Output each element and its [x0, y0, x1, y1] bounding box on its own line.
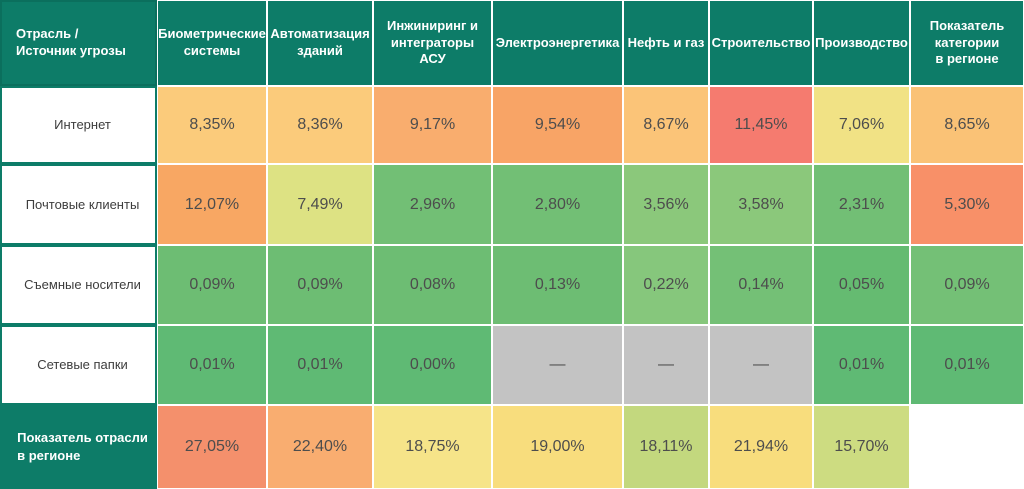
- summary-cell: 19,00%: [492, 405, 623, 489]
- column-header: Строительство: [709, 0, 813, 86]
- summary-cell: 27,05%: [157, 405, 267, 489]
- row-label: Сетевые папки: [0, 325, 157, 405]
- heat-cell: 0,01%: [813, 325, 910, 405]
- row-label: Интернет: [0, 86, 157, 164]
- heat-cell: 8,36%: [267, 86, 373, 164]
- heat-cell: 9,17%: [373, 86, 492, 164]
- column-header: Биометрические системы: [157, 0, 267, 86]
- heat-cell: 7,49%: [267, 164, 373, 245]
- column-header: Автоматизация зданий: [267, 0, 373, 86]
- heat-cell: 0,09%: [157, 245, 267, 325]
- heat-cell: 3,58%: [709, 164, 813, 245]
- summary-cell: 21,94%: [709, 405, 813, 489]
- heat-cell: 0,09%: [267, 245, 373, 325]
- heat-cell: 8,65%: [910, 86, 1024, 164]
- heat-cell: 7,06%: [813, 86, 910, 164]
- heat-cell: 11,45%: [709, 86, 813, 164]
- heat-cell: 5,30%: [910, 164, 1024, 245]
- column-header: Производство: [813, 0, 910, 86]
- heat-cell: 8,67%: [623, 86, 709, 164]
- heat-cell: 9,54%: [492, 86, 623, 164]
- heat-cell: 0,00%: [373, 325, 492, 405]
- heat-cell: 0,09%: [910, 245, 1024, 325]
- heat-cell: 2,31%: [813, 164, 910, 245]
- corner-header: Отрасль / Источник угрозы: [0, 0, 157, 86]
- summary-row-label: Показатель отрасли в регионе: [0, 405, 157, 489]
- summary-cell: 18,75%: [373, 405, 492, 489]
- heat-cell: 0,01%: [157, 325, 267, 405]
- heat-cell: 0,05%: [813, 245, 910, 325]
- row-label: Съемные носители: [0, 245, 157, 325]
- heat-cell-no-data: —: [709, 325, 813, 405]
- summary-cell-empty: [910, 405, 1024, 489]
- summary-cell: 22,40%: [267, 405, 373, 489]
- heat-cell: 0,01%: [267, 325, 373, 405]
- heat-cell: 2,80%: [492, 164, 623, 245]
- column-header: Показатель категории в регионе: [910, 0, 1024, 86]
- column-header: Инжиниринг и интеграторы АСУ: [373, 0, 492, 86]
- heat-cell: 3,56%: [623, 164, 709, 245]
- row-label: Почтовые клиенты: [0, 164, 157, 245]
- heat-cell: 0,14%: [709, 245, 813, 325]
- heat-cell: 0,22%: [623, 245, 709, 325]
- heat-cell-no-data: —: [623, 325, 709, 405]
- heat-cell: 8,35%: [157, 86, 267, 164]
- column-header: Электроэнергетика: [492, 0, 623, 86]
- summary-cell: 18,11%: [623, 405, 709, 489]
- heat-cell: 12,07%: [157, 164, 267, 245]
- summary-cell: 15,70%: [813, 405, 910, 489]
- heat-cell: 0,01%: [910, 325, 1024, 405]
- heat-cell: 2,96%: [373, 164, 492, 245]
- heat-cell-no-data: —: [492, 325, 623, 405]
- heat-cell: 0,13%: [492, 245, 623, 325]
- heat-cell: 0,08%: [373, 245, 492, 325]
- column-header: Нефть и газ: [623, 0, 709, 86]
